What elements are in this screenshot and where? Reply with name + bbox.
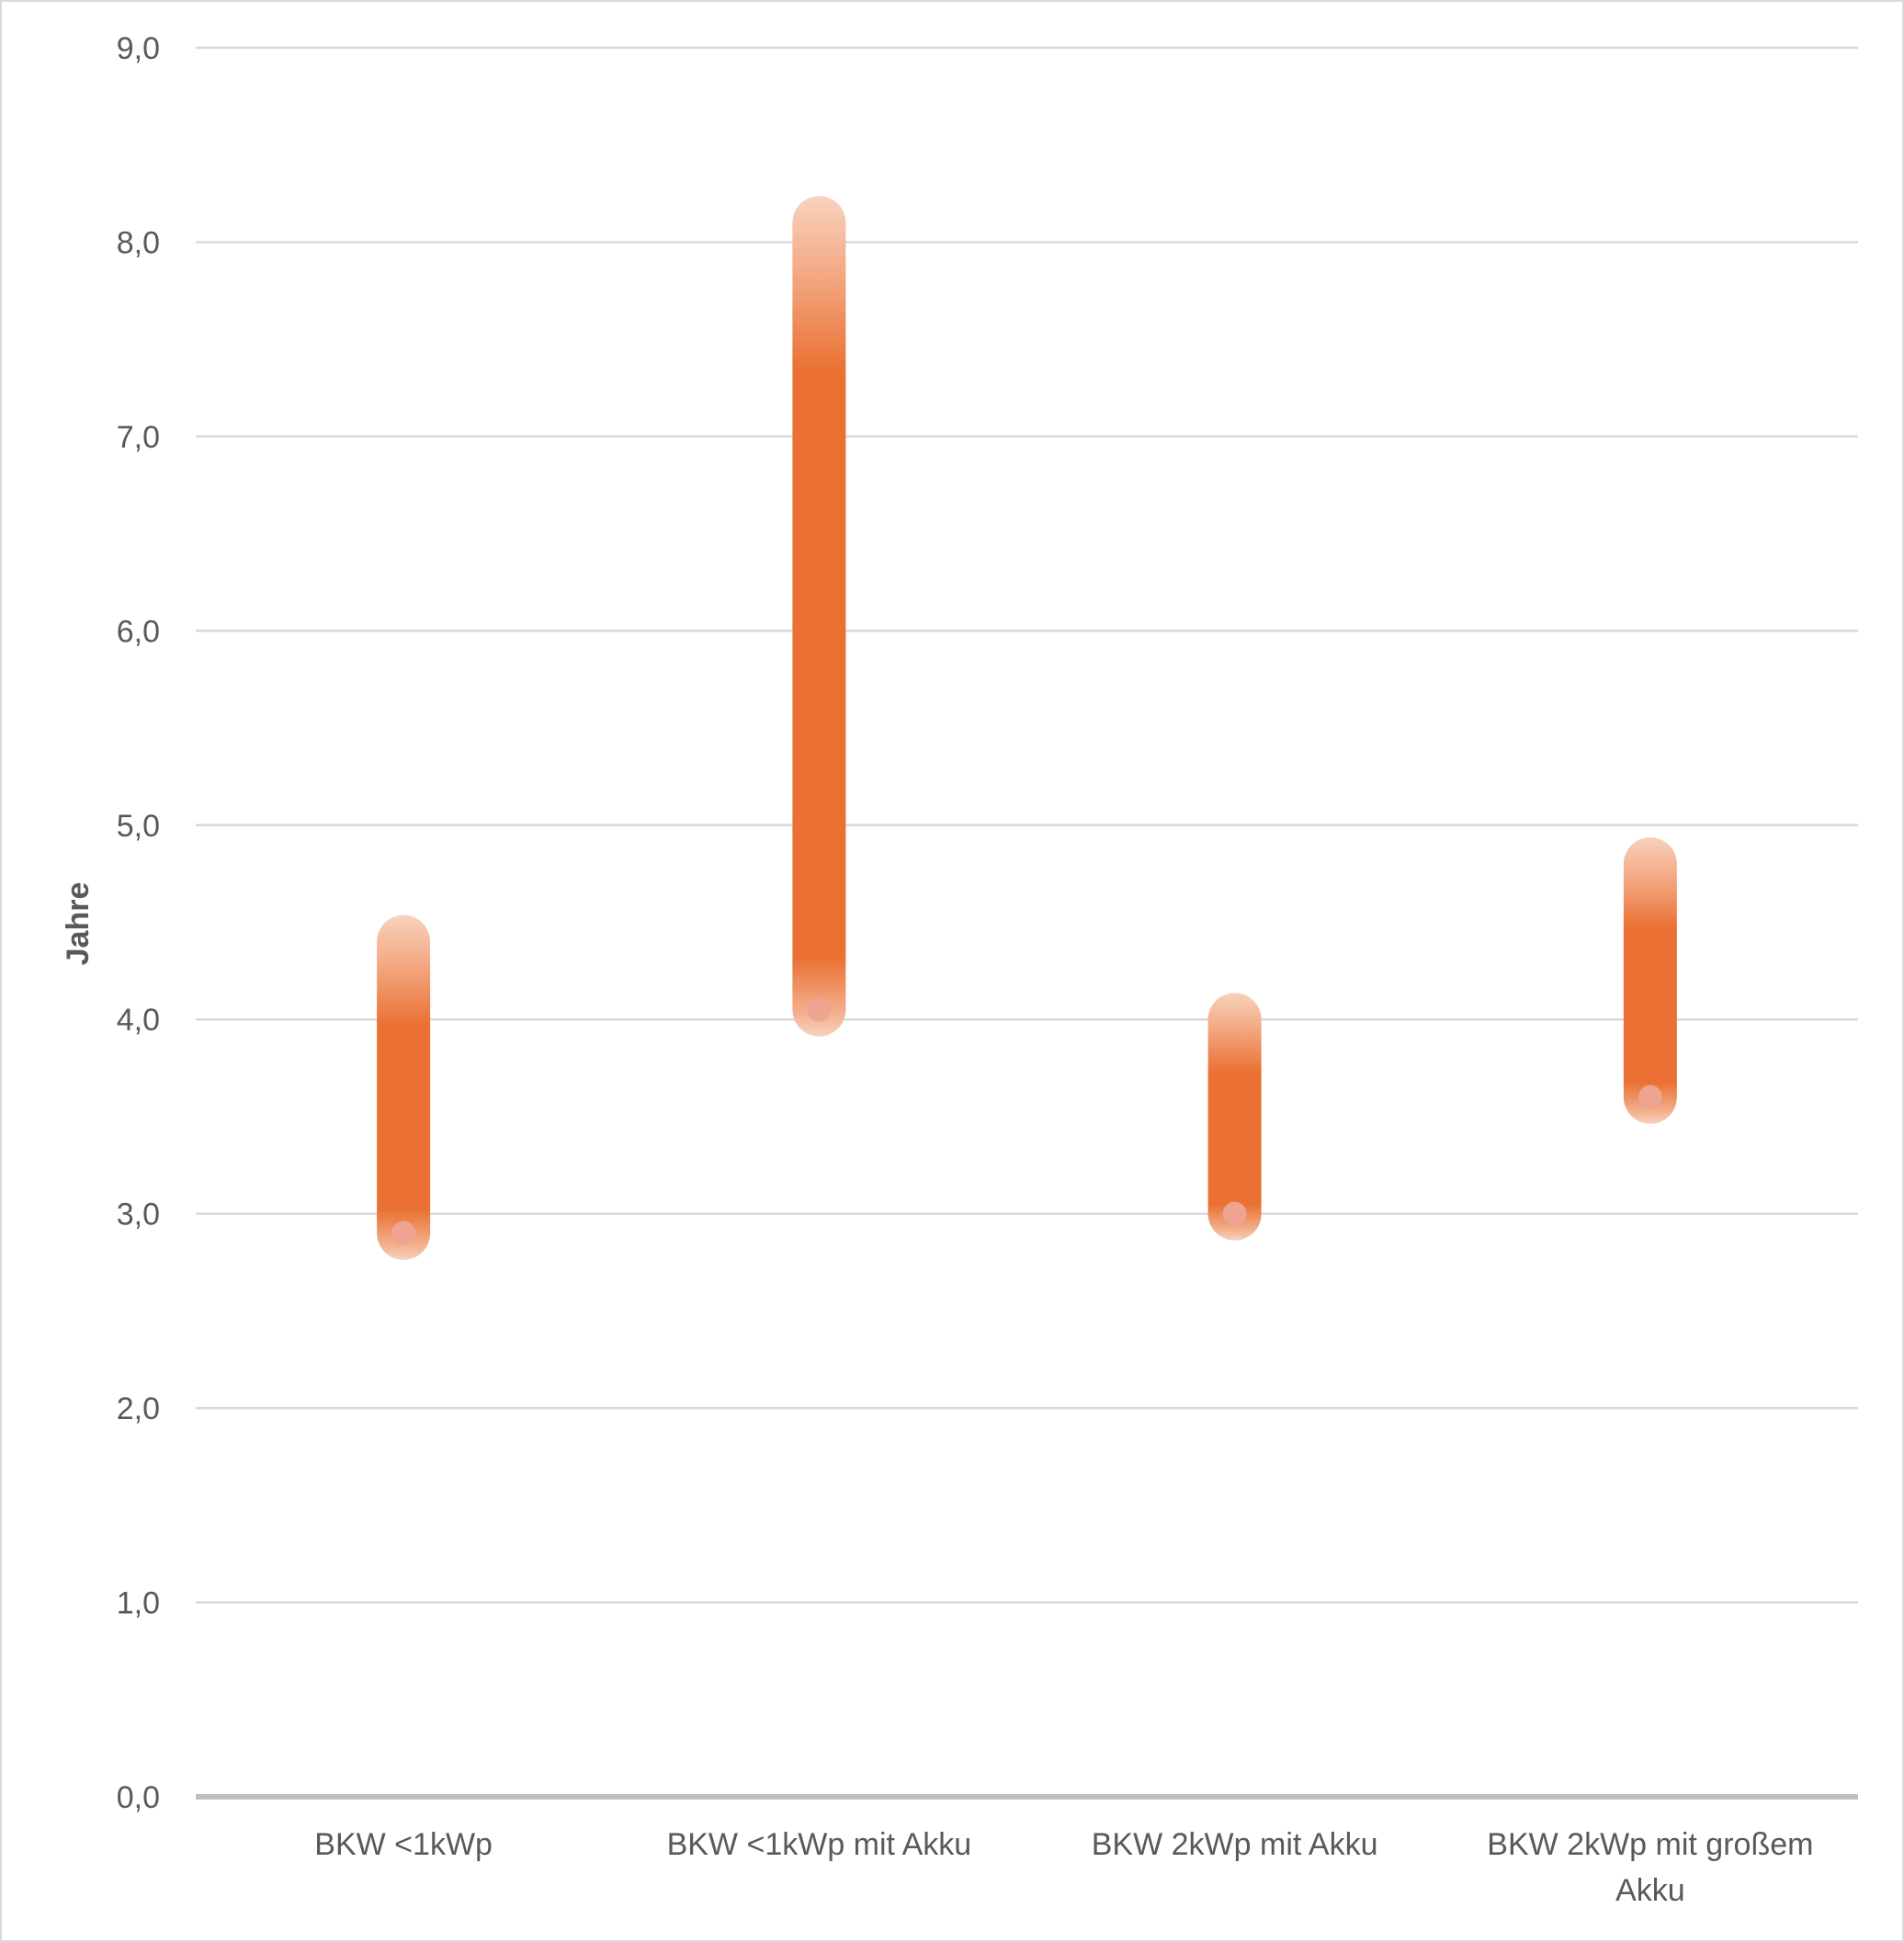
y-tick-label: 8,0: [117, 225, 160, 260]
range-low-marker: [1222, 1201, 1247, 1226]
y-tick-label: 1,0: [117, 1586, 160, 1621]
x-category-label: BKW 2kWp mit großem: [1487, 1827, 1813, 1862]
x-category-label: Akku: [1615, 1873, 1685, 1908]
range-bars: [377, 196, 1677, 1260]
y-tick-label: 6,0: [117, 614, 160, 649]
range-bar: [1623, 837, 1677, 1124]
y-tick-label: 0,0: [117, 1780, 160, 1815]
range-bar: [1207, 993, 1262, 1241]
y-tick-label: 3,0: [117, 1198, 160, 1232]
x-category-label: BKW <1kWp mit Akku: [667, 1827, 972, 1862]
range-bar: [792, 196, 846, 1037]
gridlines: [196, 46, 1858, 1800]
y-axis-ticks: 0,0 1,0 2,0 3,0 4,0 5,0 6,0 7,0 8,0 9,0: [117, 31, 160, 1815]
x-category-label: BKW <1kWp: [314, 1827, 493, 1862]
x-category-label: BKW 2kWp mit Akku: [1092, 1827, 1378, 1862]
y-tick-label: 9,0: [117, 31, 160, 66]
range-low-marker: [807, 997, 832, 1022]
x-axis-labels: BKW <1kWp BKW <1kWp mit Akku BKW 2kWp mit …: [314, 1827, 1813, 1908]
range-bar: [377, 914, 431, 1260]
range-low-marker: [391, 1221, 416, 1245]
y-tick-label: 4,0: [117, 1003, 160, 1038]
y-tick-label: 5,0: [117, 809, 160, 844]
range-low-marker: [1638, 1085, 1662, 1109]
y-tick-label: 2,0: [117, 1391, 160, 1426]
y-axis-title: Jahre: [61, 882, 96, 966]
y-tick-label: 7,0: [117, 420, 160, 455]
